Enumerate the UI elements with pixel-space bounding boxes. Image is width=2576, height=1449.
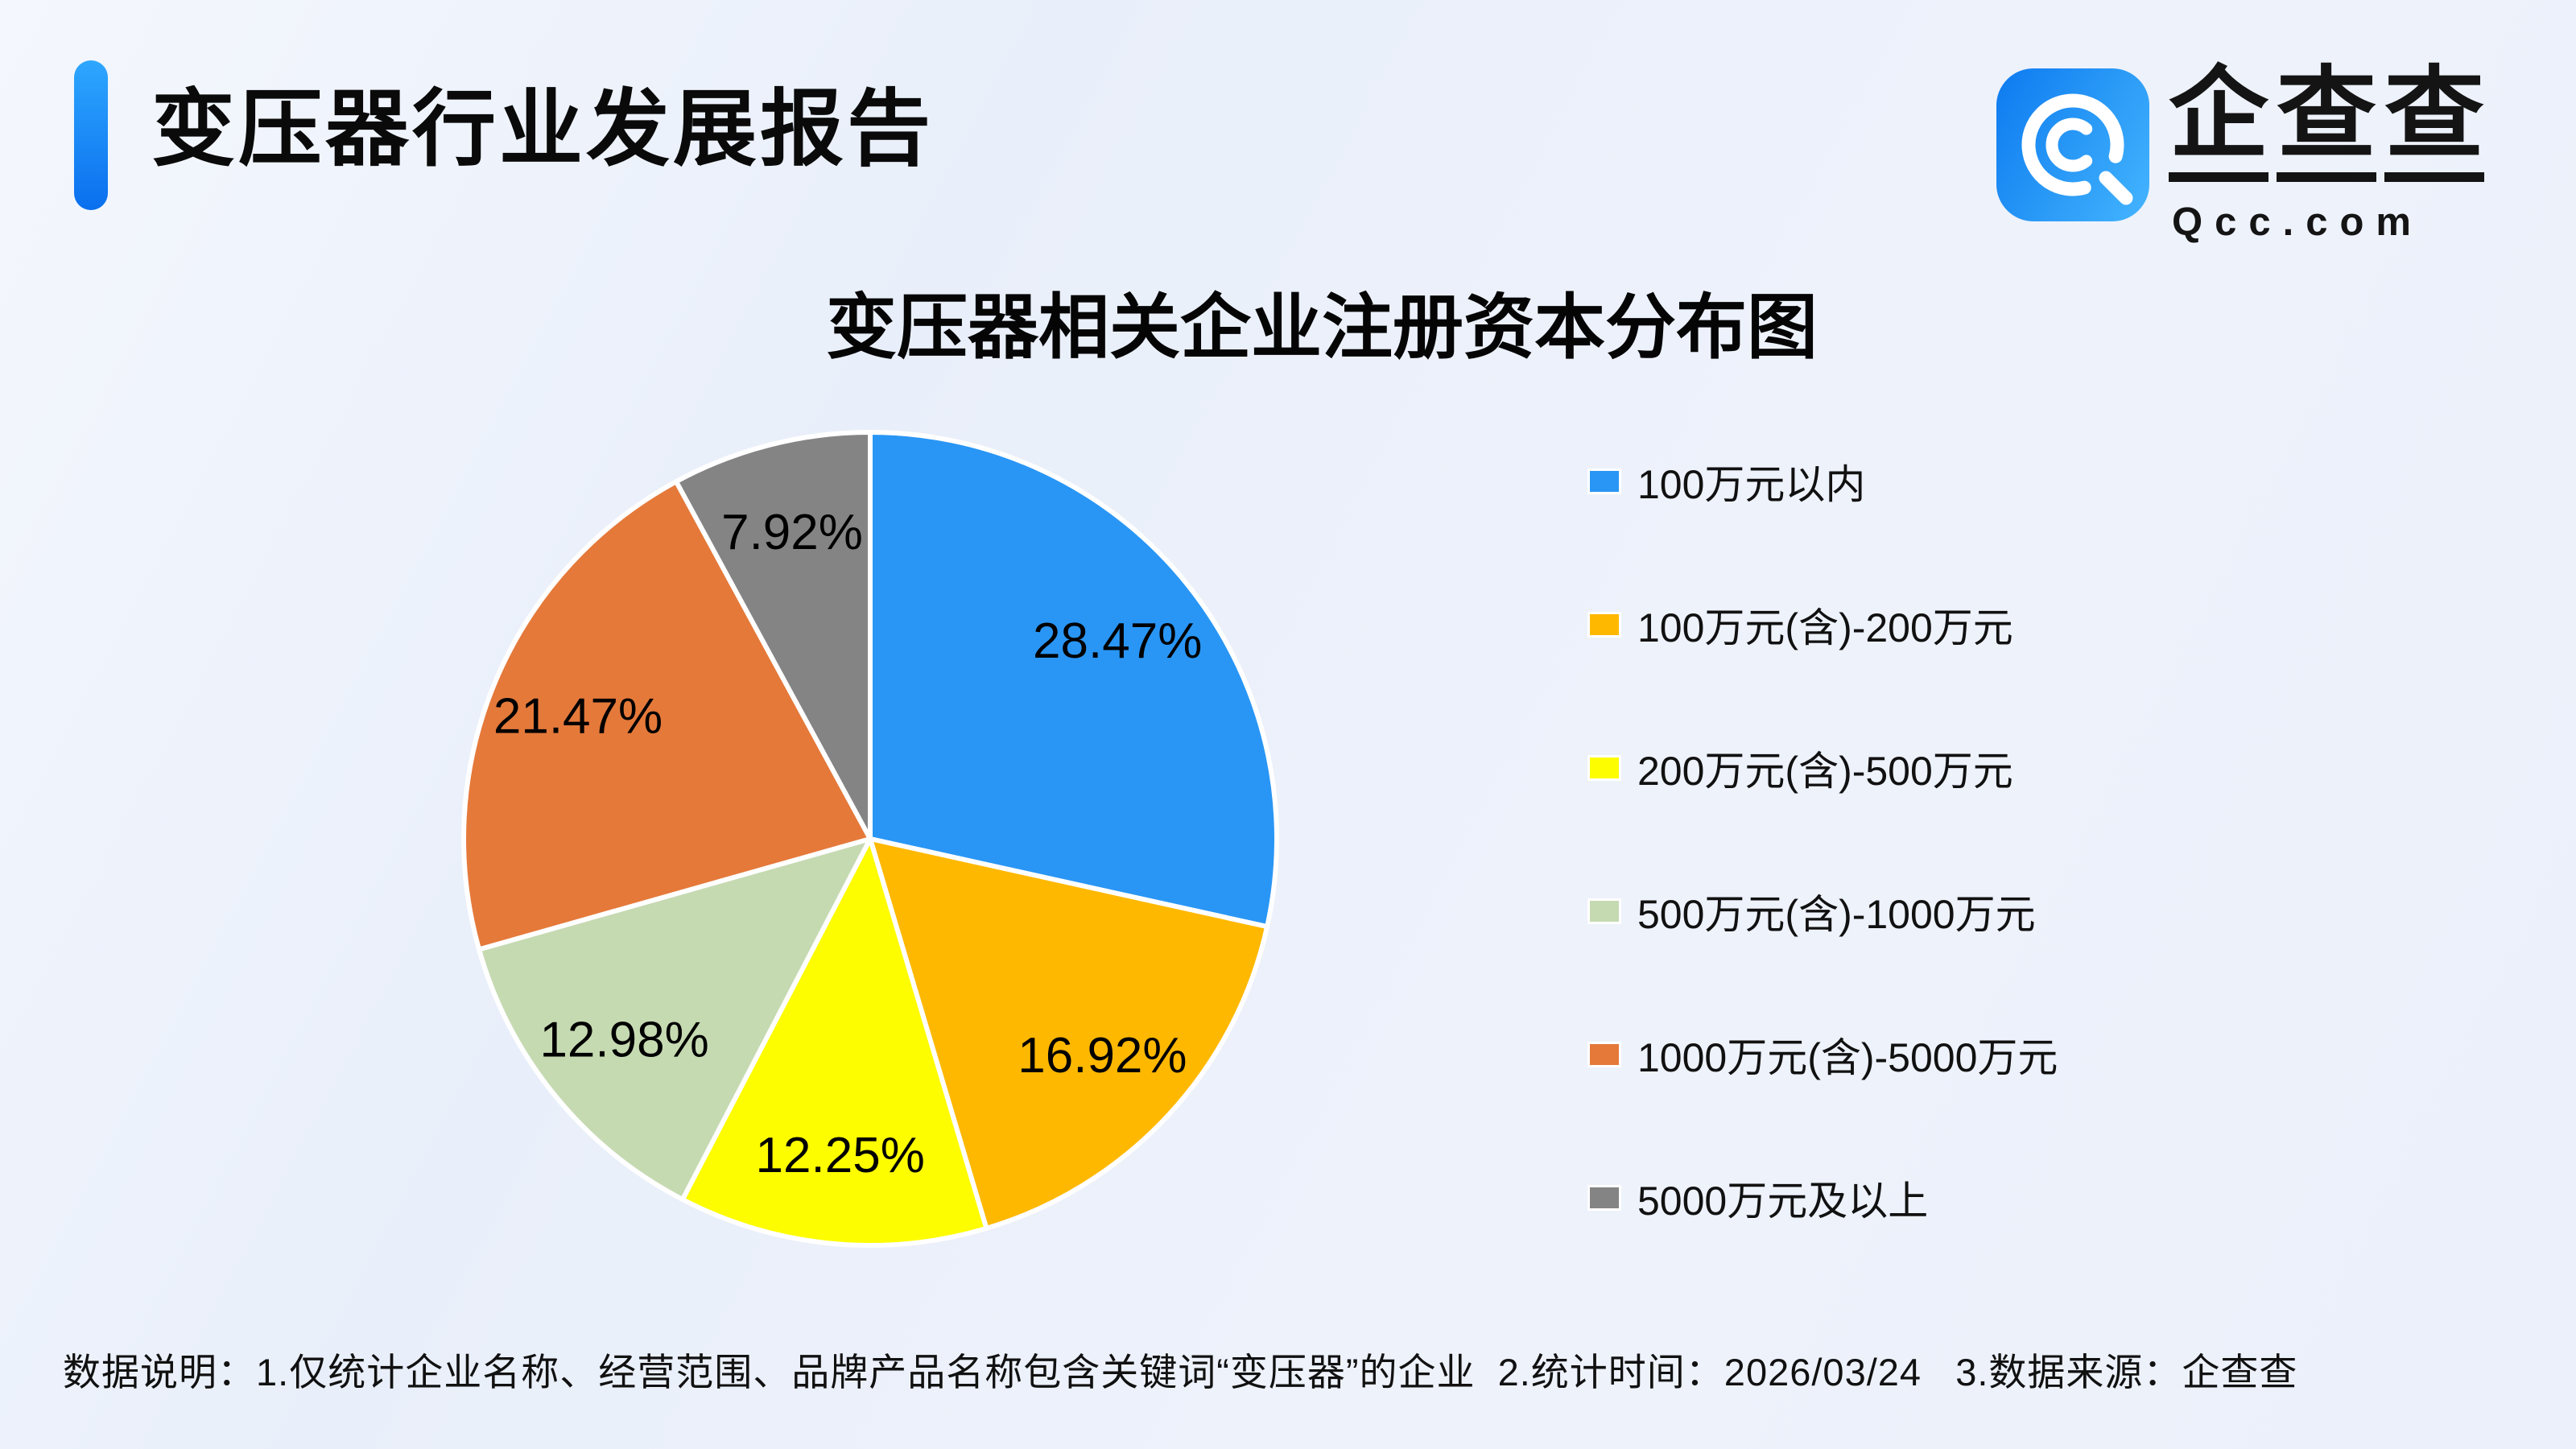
pie-slice-4: [461, 479, 873, 952]
title-accent-bar: [74, 60, 108, 210]
legend-marker-icon: [1587, 1042, 1621, 1067]
pie-slice-label-0: 28.47%: [1033, 613, 1202, 669]
pie-slice-1: [868, 836, 1270, 1231]
legend-label: 500万元(含)-1000万元: [1637, 892, 2036, 937]
pie-slice-3: [477, 836, 873, 1202]
legend-label: 5000万元及以上: [1637, 1179, 1929, 1224]
qcc-logo-icon: [1996, 68, 2149, 221]
legend-marker-icon: [1587, 898, 1621, 924]
legend-item-2: 200万元(含)-500万元: [1587, 739, 2058, 797]
legend-item-1: 100万元(含)-200万元: [1587, 596, 2058, 654]
report-title: 变压器行业发展报告: [151, 83, 935, 176]
pie-slice-label-1: 16.92%: [1018, 1028, 1187, 1084]
qcc-logo-char: 企: [2169, 64, 2269, 182]
legend-marker-icon: [1587, 612, 1621, 638]
qcc-logo-text: 企查查: [2169, 64, 2492, 182]
legend-label: 100万元(含)-200万元: [1637, 605, 2013, 650]
qcc-magnifier-spiral-icon: [2021, 93, 2133, 205]
pie-slice-label-4: 21.47%: [493, 689, 663, 745]
pie-slice-2: [679, 836, 989, 1248]
legend-item-4: 1000万元(含)-5000万元: [1587, 1026, 2058, 1084]
qcc-logo-char: 查: [2277, 64, 2377, 182]
pie-chart: 28.47% 16.92% 12.25% 12.98% 21.47% 7.92%: [461, 430, 1280, 1248]
legend-item-5: 5000万元及以上: [1587, 1169, 2058, 1227]
chart-title: 变压器相关企业注册资本分布图: [826, 287, 1818, 367]
data-source-note: 数据说明：1.仅统计企业名称、经营范围、品牌产品名称包含关键词“变压器”的企业 …: [63, 1351, 2298, 1393]
legend-label: 100万元以内: [1637, 462, 1866, 507]
chart-legend: 100万元以内 100万元(含)-200万元 200万元(含)-500万元 500万元…: [1587, 452, 2058, 1227]
legend-label: 1000万元(含)-5000万元: [1637, 1035, 2058, 1080]
legend-item-3: 500万元(含)-1000万元: [1587, 882, 2058, 940]
qcc-logo-char: 查: [2384, 64, 2485, 182]
legend-marker-icon: [1587, 1185, 1621, 1211]
pie-slice-label-3: 12.98%: [539, 1012, 708, 1067]
qcc-domain-text: Qcc.com: [2172, 200, 2423, 244]
pie-slice-label-2: 12.25%: [756, 1128, 925, 1183]
legend-marker-icon: [1587, 469, 1621, 494]
pie-slice-label-5: 7.92%: [721, 505, 863, 560]
pie-slice-0: [868, 430, 1280, 930]
legend-marker-icon: [1587, 755, 1621, 781]
legend-label: 200万元(含)-500万元: [1637, 749, 2013, 794]
pie-slice-5: [674, 430, 873, 841]
legend-item-0: 100万元以内: [1587, 452, 2058, 510]
